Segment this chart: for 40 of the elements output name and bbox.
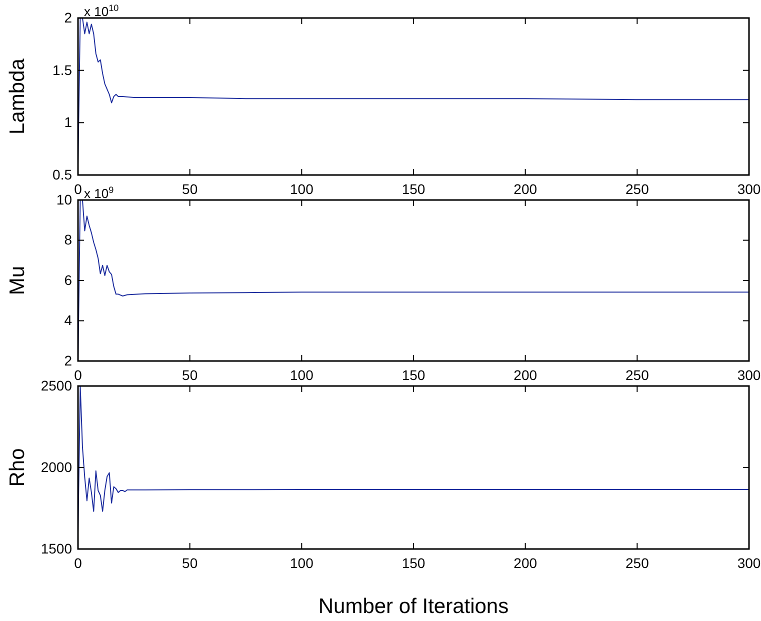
line-series bbox=[78, 200, 750, 362]
x-tick-label: 300 bbox=[737, 554, 761, 571]
y-axis-title: Mu bbox=[6, 266, 29, 296]
y-tick-label: 1 bbox=[64, 114, 72, 130]
y-tick-label: 8 bbox=[64, 232, 72, 248]
x-tick-label: 100 bbox=[290, 554, 314, 571]
x-tick-label: 250 bbox=[625, 554, 650, 571]
x-axis-title: Number of Iterations bbox=[318, 595, 509, 618]
y-tick-label: 2 bbox=[64, 9, 72, 26]
x-tick-label: 0 bbox=[74, 180, 82, 197]
annotation: x 10$^{10}$ bbox=[84, 3, 119, 19]
x-tick-label: 300 bbox=[737, 366, 761, 383]
annotation: x 10$^{9}$ bbox=[84, 185, 114, 201]
y-axis-title: Rho bbox=[6, 448, 29, 487]
y-tick-label: 2 bbox=[64, 352, 72, 368]
x-tick-label: 200 bbox=[514, 554, 538, 571]
y-tick-label: 4 bbox=[64, 312, 72, 328]
x-tick-label: 0 bbox=[74, 366, 82, 383]
x-tick-label: 150 bbox=[402, 180, 426, 197]
x-tick-label: 50 bbox=[182, 554, 198, 571]
x-tick-label: 250 bbox=[625, 180, 650, 197]
x-tick-label: 150 bbox=[402, 554, 426, 571]
x-tick-label: 300 bbox=[737, 180, 761, 197]
x-tick-label: 100 bbox=[290, 180, 314, 197]
x-tick-label: 100 bbox=[290, 366, 314, 383]
y-tick-label: 2500 bbox=[40, 377, 72, 394]
x-tick-label: 50 bbox=[182, 366, 198, 383]
y-tick-label: 6 bbox=[64, 272, 72, 288]
x-tick-label: 200 bbox=[514, 366, 538, 383]
y-axis-title: Lambda bbox=[6, 58, 29, 134]
x-tick-label: 0 bbox=[74, 554, 82, 571]
x-tick-label: 150 bbox=[402, 366, 426, 383]
y-tick-label: 0.5 bbox=[52, 166, 72, 182]
y-tick-label: 2000 bbox=[40, 458, 72, 475]
y-tick-label: 10 bbox=[56, 191, 72, 208]
x-tick-label: 250 bbox=[625, 366, 650, 383]
y-tick-label: 1500 bbox=[40, 540, 72, 556]
y-tick-label: 1.5 bbox=[52, 62, 72, 78]
x-tick-label: 50 bbox=[182, 180, 198, 197]
x-tick-label: 200 bbox=[514, 180, 538, 197]
